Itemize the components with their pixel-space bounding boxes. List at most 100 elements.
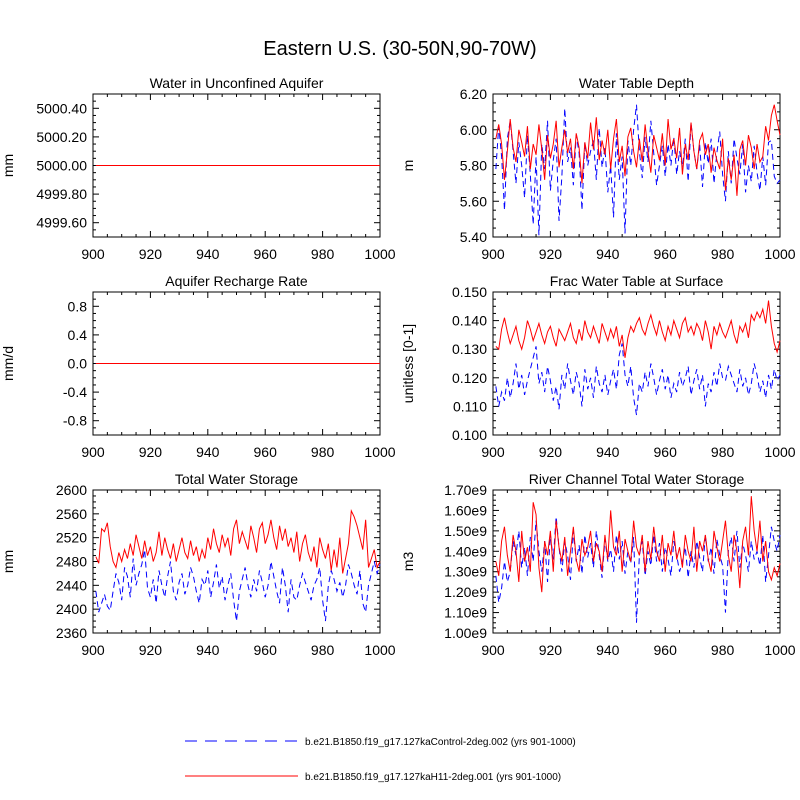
x-tick-label: 960 xyxy=(254,642,278,658)
y-tick-label: 1.20e9 xyxy=(444,584,487,600)
y-tick-label: 0.150 xyxy=(452,284,487,300)
y-tick-label: 0.100 xyxy=(452,427,487,443)
y-tick-label: 2440 xyxy=(56,577,87,593)
y-tick-label: -0.4 xyxy=(63,384,87,400)
y-tick-label: 5.60 xyxy=(460,193,487,209)
x-tick-label: 960 xyxy=(654,444,678,460)
series-line-h11 xyxy=(95,508,381,574)
y-tick-label: 1.70e9 xyxy=(444,482,487,498)
x-tick-label: 920 xyxy=(139,444,163,460)
panel-title: Water Table Depth xyxy=(579,75,694,91)
y-axis-label: mm xyxy=(0,154,16,177)
legend-label-control: b.e21.B1850.f19_g17.127kaControl-2deg.00… xyxy=(305,737,576,748)
panel-1: Water in Unconfined Aquifer mm 900 920 940 96… xyxy=(0,75,396,262)
x-tick-label: 900 xyxy=(481,246,505,262)
x-tick-label: 980 xyxy=(311,642,335,658)
panel-6: River Channel Total Water Storage m3 900 92… xyxy=(400,471,796,658)
y-axis-label: unitless [0-1] xyxy=(400,324,416,403)
x-tick-label: 980 xyxy=(311,246,335,262)
x-tick-label: 1000 xyxy=(764,444,795,460)
plot-frame xyxy=(92,489,381,634)
panel-2: Water Table Depth m 900 920 940 960 980 1000 5.4… xyxy=(400,75,796,262)
legend-label-h11: b.e21.B1850.f19_g17.127kaH11-2deg.001 (y… xyxy=(305,772,561,783)
x-tick-label: 1000 xyxy=(364,642,395,658)
figure-title: Eastern U.S. (30-50N,90-70W) xyxy=(263,38,536,60)
x-tick-label: 1000 xyxy=(764,642,795,658)
panel-3: Aquifer Recharge Rate mm/d 900 920 940 960 980… xyxy=(0,273,396,460)
series-line-control xyxy=(95,549,381,622)
x-tick-label: 980 xyxy=(711,444,735,460)
y-tick-label: 4999.80 xyxy=(36,186,87,202)
y-axis-label: m xyxy=(400,160,416,172)
panel-title: Aquifer Recharge Rate xyxy=(165,273,308,289)
y-tick-label: 5000.40 xyxy=(36,100,87,116)
x-tick-label: 940 xyxy=(196,444,220,460)
y-tick-label: 0.0 xyxy=(68,356,88,372)
series-line-control xyxy=(495,343,781,416)
y-tick-label: 1.00e9 xyxy=(444,625,487,641)
panels: Water in Unconfined Aquifer mm 900 920 940 96… xyxy=(0,75,796,658)
legend: b.e21.B1850.f19_g17.127kaControl-2deg.00… xyxy=(185,737,576,783)
series-line-h11 xyxy=(495,300,781,358)
y-tick-label: 0.8 xyxy=(68,298,88,314)
x-tick-label: 1000 xyxy=(364,444,395,460)
panel-5: Total Water Storage mm 900 920 940 960 980 1000… xyxy=(0,471,396,658)
x-tick-label: 960 xyxy=(654,246,678,262)
y-tick-label: 1.30e9 xyxy=(444,564,487,580)
y-tick-label: -0.8 xyxy=(63,413,87,429)
x-tick-label: 940 xyxy=(596,246,620,262)
x-tick-label: 900 xyxy=(81,246,105,262)
series-line-control xyxy=(495,516,781,623)
y-tick-label: 5.40 xyxy=(460,229,487,245)
y-tick-label: 1.50e9 xyxy=(444,523,487,539)
x-tick-label: 920 xyxy=(539,246,563,262)
y-tick-label: 1.60e9 xyxy=(444,502,487,518)
x-tick-label: 900 xyxy=(481,642,505,658)
y-tick-label: 2520 xyxy=(56,530,87,546)
x-tick-label: 900 xyxy=(81,444,105,460)
y-axis-label: m3 xyxy=(400,552,416,572)
y-tick-label: 0.120 xyxy=(452,370,487,386)
panel-title: River Channel Total Water Storage xyxy=(529,471,745,487)
x-tick-label: 960 xyxy=(254,444,278,460)
x-tick-label: 940 xyxy=(596,444,620,460)
y-tick-label: 2560 xyxy=(56,506,87,522)
y-tick-label: 1.40e9 xyxy=(444,543,487,559)
x-tick-label: 920 xyxy=(539,642,563,658)
series-line-control xyxy=(495,104,781,236)
panel-4: Frac Water Table at Surface unitless [0-1… xyxy=(400,273,796,460)
panel-title: Water in Unconfined Aquifer xyxy=(150,75,324,91)
series-line-h11 xyxy=(495,496,781,593)
y-tick-label: 0.4 xyxy=(68,327,88,343)
x-tick-label: 940 xyxy=(196,642,220,658)
y-tick-label: 4999.60 xyxy=(36,215,87,231)
x-tick-label: 1000 xyxy=(764,246,795,262)
y-tick-label: 0.140 xyxy=(452,313,487,329)
y-tick-label: 2400 xyxy=(56,601,87,617)
y-tick-label: 0.110 xyxy=(453,398,487,414)
x-tick-label: 920 xyxy=(139,642,163,658)
x-tick-label: 940 xyxy=(596,642,620,658)
y-tick-label: 5.80 xyxy=(460,158,487,174)
x-tick-label: 900 xyxy=(481,444,505,460)
series-line-h11 xyxy=(495,104,781,196)
y-axis-label: mm xyxy=(0,550,16,573)
x-tick-label: 940 xyxy=(196,246,220,262)
y-tick-label: 0.130 xyxy=(452,341,487,357)
x-tick-label: 960 xyxy=(254,246,278,262)
y-tick-label: 5000.00 xyxy=(36,158,87,174)
y-tick-label: 5000.20 xyxy=(36,129,87,145)
y-tick-label: 6.20 xyxy=(460,86,487,102)
y-tick-label: 1.10e9 xyxy=(444,605,487,621)
y-tick-label: 2600 xyxy=(56,482,87,498)
x-tick-label: 1000 xyxy=(364,246,395,262)
panel-title: Total Water Storage xyxy=(175,471,298,487)
x-tick-label: 900 xyxy=(81,642,105,658)
x-tick-label: 920 xyxy=(539,444,563,460)
x-tick-label: 920 xyxy=(139,246,163,262)
x-tick-label: 980 xyxy=(711,642,735,658)
x-tick-label: 980 xyxy=(711,246,735,262)
x-tick-label: 980 xyxy=(311,444,335,460)
panel-title: Frac Water Table at Surface xyxy=(550,273,724,289)
